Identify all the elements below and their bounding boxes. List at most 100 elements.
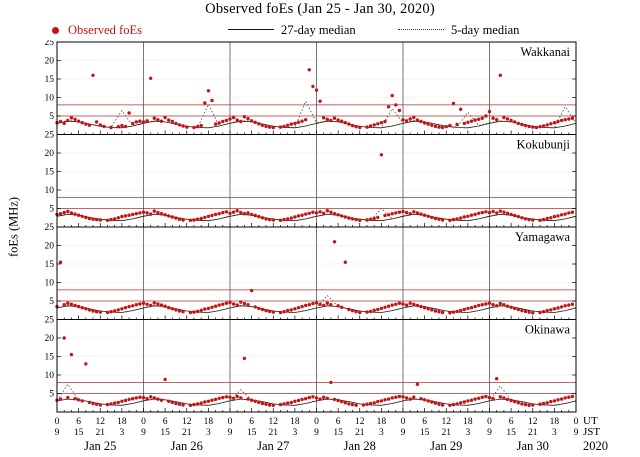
year-label: 2020 [583, 439, 608, 453]
observed-point [271, 218, 275, 222]
observed-point [440, 125, 445, 130]
observed-point [264, 124, 268, 129]
observed-point [498, 73, 502, 77]
observed-point [80, 306, 84, 310]
observed-point [174, 216, 178, 220]
ut-tick-label: 6 [76, 417, 81, 427]
observed-point [210, 213, 214, 218]
observed-point [228, 117, 232, 121]
ut-tick-label: 18 [550, 417, 560, 427]
observed-point [170, 400, 174, 405]
observed-point [549, 122, 553, 126]
observed-point [567, 211, 571, 215]
observed-point [300, 397, 304, 402]
day-label: Jan 29 [430, 439, 462, 453]
observed-point [87, 308, 92, 312]
observed-point [495, 211, 499, 215]
observed-point [195, 402, 200, 406]
observed-point [491, 116, 495, 120]
observed-point [314, 301, 319, 305]
observed-point [278, 310, 283, 315]
observed-point [217, 212, 221, 216]
observed-point [469, 398, 474, 402]
observed-point [138, 119, 142, 123]
observed-point [419, 397, 423, 401]
legend-median5: 5-day median [398, 22, 519, 38]
observed-point [123, 124, 128, 129]
observed-point [386, 397, 391, 401]
observed-point [325, 117, 329, 122]
panel-yamagawa: 5 10 15 20 25 Yamagawa [45, 223, 577, 320]
observed-point [195, 125, 200, 129]
observed-point [167, 306, 171, 310]
observed-point [372, 216, 376, 221]
observed-point [354, 217, 358, 222]
observed-point [311, 395, 315, 399]
observed-point [159, 303, 164, 307]
observed-point [451, 402, 456, 407]
observed-point [304, 303, 308, 308]
observed-point [354, 125, 358, 129]
observed-point [289, 400, 293, 405]
observed-point [145, 302, 149, 306]
observed-point [365, 218, 369, 222]
observed-point [228, 395, 232, 399]
observed-point [329, 118, 333, 123]
jst-tick-label: 21 [269, 428, 279, 438]
observed-point [556, 119, 560, 124]
observed-point [177, 309, 182, 313]
observed-point [116, 216, 121, 220]
observed-point [73, 303, 77, 308]
observed-point [459, 216, 463, 220]
jst-tick-label: 15 [420, 428, 430, 438]
observed-point [177, 123, 182, 127]
observed-point [567, 117, 571, 121]
observed-point [484, 114, 488, 118]
observed-point [491, 209, 495, 214]
observed-point [556, 214, 560, 218]
observed-point [177, 217, 182, 221]
observed-point [296, 214, 301, 218]
observed-point [145, 397, 149, 401]
observed-point [325, 301, 329, 305]
jst-tick-label: 15 [506, 428, 516, 438]
observed-point [552, 121, 557, 125]
observed-point [340, 119, 344, 123]
observed-point [242, 212, 247, 216]
observed-point [138, 395, 142, 399]
observed-point [343, 121, 347, 125]
observed-point [203, 307, 207, 311]
jst-tick-label: 21 [182, 428, 192, 438]
observed-point [113, 217, 117, 221]
y-tick-label: 25 [45, 223, 55, 233]
observed-point [170, 119, 174, 124]
observed-point [304, 397, 308, 401]
observed-point [505, 304, 510, 308]
observed-point [286, 123, 290, 128]
observed-point [289, 308, 293, 312]
observed-point [422, 398, 427, 402]
observed-point [257, 400, 261, 405]
observed-point [433, 216, 438, 221]
observed-point [495, 118, 499, 122]
observed-point [372, 401, 376, 405]
observed-point [340, 399, 344, 404]
observed-point [307, 68, 311, 72]
observed-point [228, 211, 232, 215]
observed-point [383, 398, 387, 402]
observed-point [264, 217, 268, 221]
observed-point [174, 308, 178, 312]
observed-point [138, 211, 142, 215]
observed-point [91, 73, 95, 77]
observed-point [267, 125, 272, 129]
observed-point [502, 210, 506, 214]
observed-point [354, 403, 358, 407]
observed-point [62, 210, 66, 215]
observed-point [404, 210, 409, 215]
observed-point [156, 397, 160, 401]
observed-point [210, 98, 214, 103]
observed-point [235, 118, 239, 122]
observed-point [300, 213, 304, 217]
observed-point [278, 125, 283, 129]
observed-point [163, 304, 167, 308]
